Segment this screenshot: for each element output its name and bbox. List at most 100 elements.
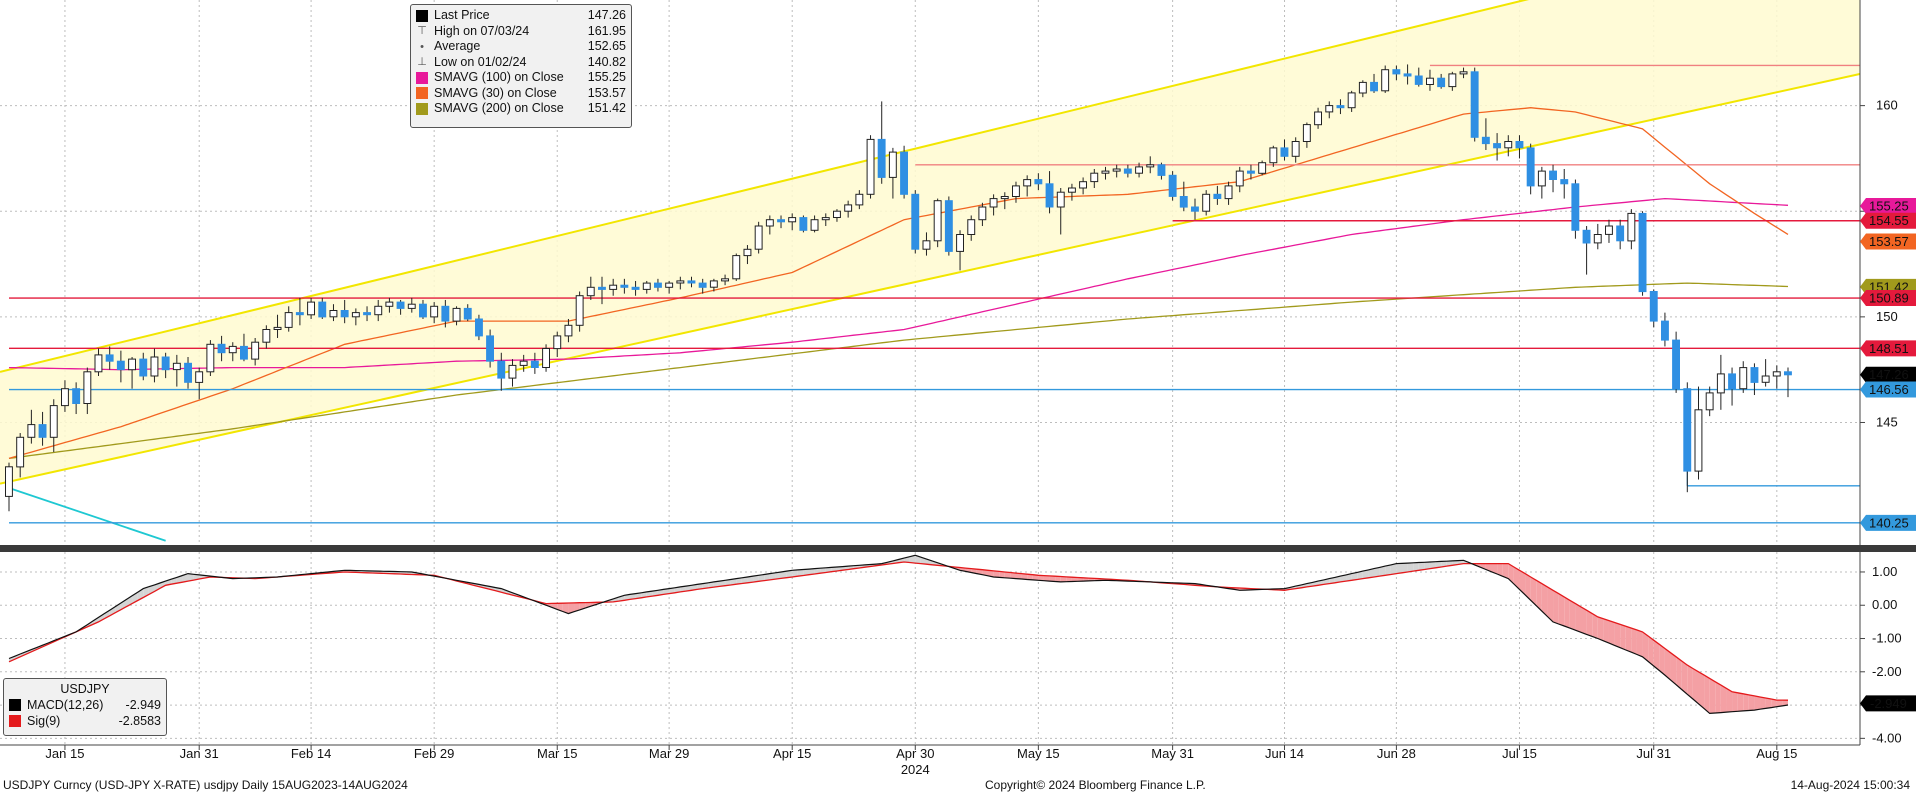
candle-body — [1616, 225, 1625, 242]
macd-fill-segment — [624, 594, 630, 601]
candle — [1336, 99, 1345, 115]
candle — [72, 382, 81, 415]
candle — [1504, 135, 1513, 157]
candle-body — [419, 303, 427, 318]
candle — [598, 276, 606, 305]
candle — [1235, 166, 1244, 193]
macd-fill-segment — [753, 575, 759, 583]
macd-fill-segment — [1032, 574, 1039, 581]
macd-fill-segment — [1687, 665, 1693, 700]
candle — [184, 356, 193, 389]
candle — [318, 297, 327, 319]
macd-fill-segment — [1760, 696, 1766, 710]
candle-body — [475, 318, 483, 337]
candle — [1705, 386, 1714, 417]
macd-tick-label: -1.00 — [1872, 631, 1902, 646]
price-badge-label: 148.51 — [1869, 341, 1909, 356]
candle — [799, 215, 808, 233]
candle — [1045, 171, 1054, 214]
candle — [1202, 190, 1211, 216]
candle — [721, 274, 729, 286]
candle-body — [598, 286, 606, 290]
legend-value: -2.8583 — [118, 714, 161, 728]
candle — [295, 297, 304, 326]
legend-label: Sig(9) — [27, 714, 61, 728]
candle — [989, 194, 998, 216]
candle-body — [1224, 185, 1233, 200]
price-badge: 153.57 — [1860, 233, 1916, 250]
macd-fill-segment — [1401, 563, 1408, 573]
macd-fill-segment — [1491, 563, 1498, 575]
x-tick-label: Apr 30 — [896, 746, 934, 761]
candle — [922, 232, 931, 256]
macd-fill-segment — [635, 592, 642, 599]
macd-fill-segment — [657, 589, 664, 596]
macd-fill-segment — [1480, 563, 1486, 570]
macd-fill-segment — [1066, 576, 1072, 582]
candle-body — [754, 225, 763, 250]
candle-body — [1090, 172, 1099, 183]
price-badge-label: 146.56 — [1869, 382, 1909, 397]
macd-fill-segment — [1346, 573, 1352, 582]
macd-fill-segment — [1620, 624, 1626, 650]
macd-fill-segment — [1513, 566, 1520, 590]
x-tick-label: Jun 28 — [1377, 746, 1416, 761]
macd-fill-segment — [1362, 569, 1369, 579]
candle-body — [1381, 69, 1390, 92]
legend-swatch-icon — [416, 9, 428, 22]
candle — [1661, 312, 1669, 347]
candle — [228, 342, 237, 362]
macd-fill-segment — [1027, 574, 1033, 580]
macd-fill-segment — [730, 578, 737, 585]
macd-tick-label: -4.00 — [1872, 730, 1902, 745]
macd-fill-segment — [1743, 693, 1749, 711]
candle-body — [1672, 339, 1680, 390]
sma200-line — [8, 282, 1789, 460]
macd-fill-segment — [792, 569, 798, 577]
macd-fill-segment — [1038, 575, 1044, 581]
macd-fill-segment — [685, 585, 692, 592]
candle-body — [83, 371, 92, 404]
macd-fill-segment — [1525, 573, 1531, 601]
candle-body — [877, 138, 886, 178]
candle — [1269, 145, 1278, 167]
candle — [452, 306, 461, 326]
candle-body — [1784, 371, 1792, 376]
candle — [1012, 181, 1020, 203]
candle — [956, 230, 964, 271]
price-legend-row: Last Price 147.26 — [416, 8, 626, 24]
macd-fill-segment — [1021, 573, 1028, 580]
candle-body — [16, 436, 25, 468]
candle-body — [888, 151, 897, 178]
candle-body — [1079, 181, 1087, 189]
candle-body — [642, 282, 651, 290]
candle-body — [620, 284, 629, 288]
macd-fill-segment — [708, 581, 714, 588]
legend-value: 151.42 — [587, 101, 626, 115]
candle — [1302, 122, 1311, 148]
x-tick-label: Jul 15 — [1502, 746, 1537, 761]
candle — [497, 352, 506, 391]
legend-value: 155.25 — [587, 70, 626, 84]
x-tick-label: Jun 14 — [1265, 746, 1304, 761]
candle — [61, 380, 69, 412]
macd-fill-segment — [1558, 593, 1565, 627]
candle — [1448, 71, 1457, 91]
macd-tick-label: -2.00 — [1872, 664, 1902, 679]
candle — [5, 462, 13, 512]
candle-body — [1068, 187, 1076, 193]
candle-body — [1459, 71, 1468, 75]
macd-fill-segment — [825, 567, 832, 573]
price-badge-shape — [1860, 197, 1916, 214]
macd-fill-segment — [702, 582, 709, 589]
x-tick-label: Jan 31 — [180, 746, 219, 761]
macd-fill-segment — [1642, 631, 1649, 662]
candle-body — [1526, 147, 1535, 187]
price-badge: 154.55 — [1860, 212, 1916, 229]
candle-body — [542, 348, 550, 368]
candle — [609, 278, 618, 296]
legend-value: -2.949 — [125, 698, 161, 712]
macd-badge: -2.949 — [1860, 695, 1916, 712]
candle-body — [184, 362, 193, 383]
candle-body — [519, 360, 528, 366]
